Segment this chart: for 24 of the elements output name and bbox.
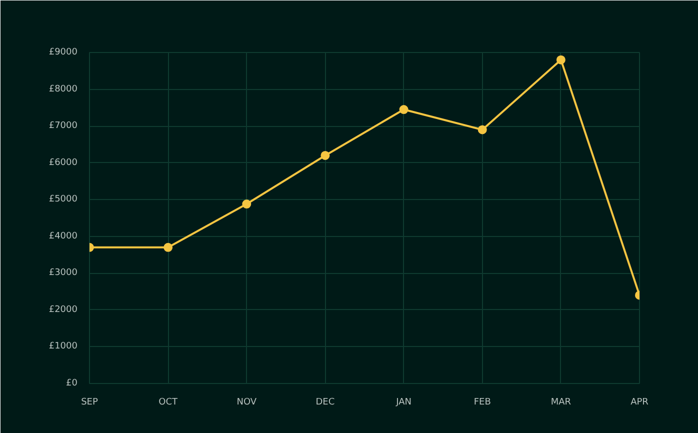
y-tick-label: £1000: [48, 342, 78, 352]
point: [399, 105, 408, 114]
y-tick-label: £8000: [48, 84, 78, 94]
x-tick-label: NOV: [236, 398, 258, 408]
y-tick-label: £7000: [48, 121, 78, 132]
point: [556, 55, 566, 64]
y-tick-label: £5000: [48, 194, 78, 205]
x-tick-label: OCT: [158, 398, 178, 408]
point: [164, 242, 173, 252]
x-tick-label: MAR: [550, 398, 572, 408]
y-tick-label: £3000: [48, 268, 78, 278]
y-tick-label: £2000: [48, 304, 78, 315]
y-tick-label: £6000: [48, 158, 78, 168]
x-tick-label: APR: [630, 398, 648, 408]
x-tick-label: DEC: [316, 398, 335, 408]
point: [242, 200, 252, 209]
point: [478, 125, 487, 134]
x-tick-label: FEB: [474, 398, 491, 408]
x-tick-label: JAN: [395, 398, 412, 408]
y-tick-label: £9000: [48, 48, 78, 58]
x-tick-label: SEP: [81, 398, 98, 408]
y-tick-label: £4000: [48, 231, 78, 242]
y-tick-label: £0: [66, 378, 78, 388]
point: [320, 150, 330, 160]
